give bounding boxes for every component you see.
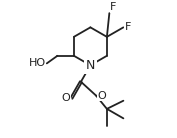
Text: HO: HO — [29, 58, 46, 68]
Text: O: O — [61, 93, 70, 103]
Text: O: O — [97, 91, 106, 101]
Text: N: N — [86, 59, 95, 72]
Text: F: F — [125, 22, 131, 32]
Text: F: F — [110, 2, 117, 12]
